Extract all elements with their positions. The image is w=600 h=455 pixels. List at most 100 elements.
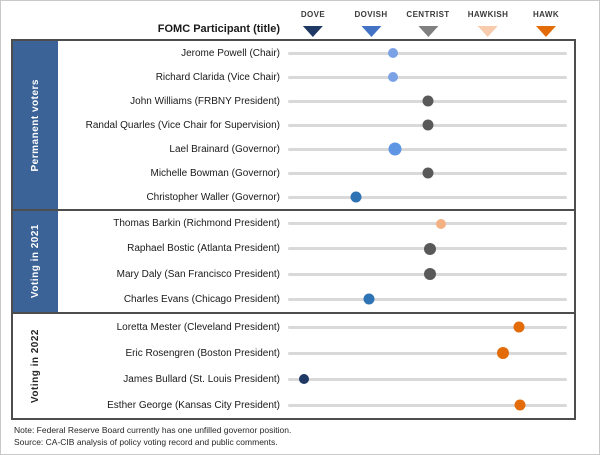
participant-name: Richard Clarida (Vice Chair) xyxy=(155,71,280,83)
spectrum-track-wrap xyxy=(288,65,567,89)
participant-name: Christopher Waller (Governor) xyxy=(146,191,280,203)
spectrum-track xyxy=(288,325,567,329)
legend-label: CENTRIST xyxy=(406,10,450,19)
participant-row-michelle-bowman: Michelle Bowman (Governor) xyxy=(58,161,574,185)
legend-item-hawkish: HAWKISH xyxy=(468,10,509,37)
stance-dot-lael-brainard xyxy=(388,142,402,156)
notes: Note: Federal Reserve Board currently ha… xyxy=(14,424,291,448)
legend: DOVE DOVISH CENTRIST HAWKISH HAWK xyxy=(1,1,599,39)
legend-label: HAWKISH xyxy=(467,10,509,19)
participant-row-lael-brainard: Lael Brainard (Governor) xyxy=(58,137,574,161)
legend-label: DOVE xyxy=(300,10,326,19)
triangle-down-icon xyxy=(303,26,323,37)
spectrum-track-wrap xyxy=(288,236,567,261)
participant-row-randal-quarles: Randal Quarles (Vice Chair for Supervisi… xyxy=(58,113,574,137)
spectrum-track-wrap xyxy=(288,137,567,161)
spectrum-track-wrap xyxy=(288,366,567,392)
group-rows: Loretta Mester (Cleveland President) Eric… xyxy=(58,314,574,418)
spectrum-track xyxy=(288,75,567,79)
participant-name: Michelle Bowman (Governor) xyxy=(150,167,281,179)
note-line: Note: Federal Reserve Board currently ha… xyxy=(14,425,292,435)
participant-row-richard-clarida: Richard Clarida (Vice Chair) xyxy=(58,65,574,89)
spectrum-track-wrap xyxy=(288,211,567,236)
spectrum-track xyxy=(288,147,567,151)
participant-column-header: FOMC Participant (title) xyxy=(157,23,280,35)
spectrum-track-wrap xyxy=(288,392,567,418)
group-permanent-voters: Permanent voters Jerome Powell (Chair) Ric… xyxy=(13,41,574,209)
group-label: Voting in 2022 xyxy=(30,328,41,404)
spectrum-track-wrap xyxy=(288,340,567,366)
legend-label: DOVISH xyxy=(354,10,388,19)
group-rows: Jerome Powell (Chair) Richard Clarida (Vi… xyxy=(58,41,574,209)
participant-name: Mary Daly (San Francisco President) xyxy=(116,268,280,280)
participant-name: Charles Evans (Chicago President) xyxy=(123,293,280,305)
stance-dot-eric-rosengren xyxy=(497,347,509,359)
participant-row-charles-evans: Charles Evans (Chicago President) xyxy=(58,287,574,312)
triangle-down-icon xyxy=(360,26,381,37)
participant-row-esther-george: Esther George (Kansas City President) xyxy=(58,392,574,418)
spectrum-track-wrap xyxy=(288,161,567,185)
triangle-down-icon xyxy=(477,26,498,37)
participant-row-thomas-barkin: Thomas Barkin (Richmond President) xyxy=(58,211,574,236)
spectrum-track-wrap xyxy=(288,41,567,65)
group-label: Permanent voters xyxy=(30,78,41,172)
stance-dot-randal-quarles xyxy=(422,119,434,131)
participant-name: Esther George (Kansas City President) xyxy=(107,399,280,411)
triangle-down-icon xyxy=(535,26,556,37)
spectrum-track xyxy=(288,351,567,355)
stance-dot-christopher-waller xyxy=(350,191,362,203)
stance-dot-thomas-barkin xyxy=(436,218,446,229)
participant-row-christopher-waller: Christopher Waller (Governor) xyxy=(58,185,574,209)
spectrum-track-wrap xyxy=(288,314,567,340)
legend-item-dovish: DOVISH xyxy=(354,10,387,37)
stance-dot-loretta-mester xyxy=(513,321,525,333)
participant-row-mary-daly: Mary Daly (San Francisco President) xyxy=(58,262,574,287)
participant-name: Lael Brainard (Governor) xyxy=(169,143,280,155)
participant-name: Raphael Bostic (Atlanta President) xyxy=(127,243,280,255)
participant-name: James Bullard (St. Louis President) xyxy=(123,373,280,385)
spectrum-track xyxy=(288,377,567,381)
group-rows: Thomas Barkin (Richmond President) Raphae… xyxy=(58,211,574,312)
group-sidebar: Voting in 2021 xyxy=(13,211,58,312)
participant-name: Loretta Mester (Cleveland President) xyxy=(116,321,280,333)
participant-row-john-williams: John Williams (FRBNY President) xyxy=(58,89,574,113)
legend-item-hawk: HAWK xyxy=(533,10,559,37)
participant-row-james-bullard: James Bullard (St. Louis President) xyxy=(58,366,574,392)
stance-dot-john-williams xyxy=(422,95,434,107)
chart-frame: Permanent voters Jerome Powell (Chair) Ric… xyxy=(11,39,576,420)
participant-name: Randal Quarles (Vice Chair for Supervisi… xyxy=(85,119,280,131)
spectrum-track-wrap xyxy=(288,262,567,287)
participant-row-loretta-mester: Loretta Mester (Cleveland President) xyxy=(58,314,574,340)
spectrum-track xyxy=(288,195,567,199)
stance-dot-james-bullard xyxy=(299,374,309,384)
group-voting-in-2021: Voting in 2021 Thomas Barkin (Richmond Pr… xyxy=(13,209,574,312)
spectrum-track xyxy=(288,51,567,55)
participant-row-jerome-powell: Jerome Powell (Chair) xyxy=(58,41,574,65)
stance-dot-esther-george xyxy=(514,399,526,411)
participant-row-eric-rosengren: Eric Rosengren (Boston President) xyxy=(58,340,574,366)
participant-name: Jerome Powell (Chair) xyxy=(181,47,280,59)
source-line: Source: CA-CIB analysis of policy voting… xyxy=(14,437,278,447)
stance-dot-jerome-powell xyxy=(388,48,398,58)
participant-name: Thomas Barkin (Richmond President) xyxy=(113,218,280,230)
spectrum-track-wrap xyxy=(288,185,567,209)
spectrum-track-wrap xyxy=(288,287,567,312)
stance-dot-richard-clarida xyxy=(388,72,398,82)
stance-dot-michelle-bowman xyxy=(422,167,434,179)
spectrum-track-wrap xyxy=(288,113,567,137)
group-sidebar: Voting in 2022 xyxy=(13,314,58,418)
spectrum-track xyxy=(288,403,567,407)
group-voting-in-2022: Voting in 2022 Loretta Mester (Cleveland … xyxy=(13,312,574,418)
stance-dot-raphael-bostic xyxy=(424,242,436,255)
participant-name: John Williams (FRBNY President) xyxy=(130,95,280,107)
legend-item-dove: DOVE xyxy=(301,10,325,37)
participant-row-raphael-bostic: Raphael Bostic (Atlanta President) xyxy=(58,236,574,261)
participant-name: Eric Rosengren (Boston President) xyxy=(125,347,280,359)
spectrum-track xyxy=(288,297,567,301)
triangle-down-icon xyxy=(417,26,438,37)
legend-label: HAWK xyxy=(532,10,560,19)
stance-dot-charles-evans xyxy=(363,293,375,305)
group-label: Voting in 2021 xyxy=(30,224,41,299)
group-sidebar: Permanent voters xyxy=(13,41,58,209)
